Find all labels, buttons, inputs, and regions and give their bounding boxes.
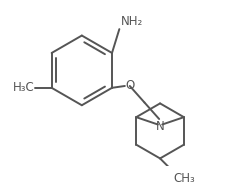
Text: CH₃: CH₃ [174,172,196,185]
Text: N: N [156,120,164,133]
Text: H₃C: H₃C [12,81,34,94]
Text: NH₂: NH₂ [121,15,143,28]
Text: O: O [126,80,135,92]
